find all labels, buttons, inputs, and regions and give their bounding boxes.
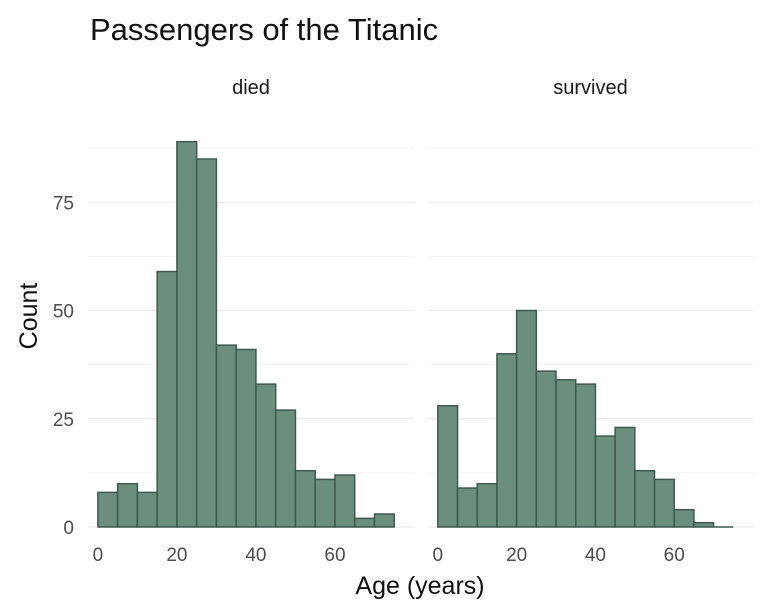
bar-died-70 <box>373 513 395 528</box>
y-tick-label: 0 <box>63 518 74 539</box>
x-axis-label: Age (years) <box>355 572 484 600</box>
facet-label-survived: survived <box>553 77 627 99</box>
y-tick-label: 25 <box>53 410 74 431</box>
x-tick-label: 60 <box>664 545 685 566</box>
bar-survived-5 <box>456 487 478 528</box>
x-tick-label: 40 <box>585 545 606 566</box>
x-tick-label: 20 <box>506 545 527 566</box>
bar-died-35 <box>235 348 257 528</box>
bar-survived-55 <box>653 478 675 528</box>
bar-survived-15 <box>496 353 518 528</box>
bar-survived-45 <box>614 426 636 528</box>
bar-died-65 <box>353 517 376 528</box>
y-tick-label: 75 <box>53 193 74 214</box>
x-tick-label: 0 <box>433 545 444 566</box>
bar-survived-35 <box>574 383 597 528</box>
bar-died-10 <box>136 491 158 528</box>
x-tick-label: 40 <box>245 545 266 566</box>
chart-title: Passengers of the Titanic <box>90 12 438 47</box>
bar-survived-40 <box>594 435 616 528</box>
bar-died-25 <box>195 158 218 528</box>
bar-survived-20 <box>515 309 538 528</box>
bar-died-55 <box>314 478 336 528</box>
bar-survived-60 <box>673 508 695 528</box>
bar-died-0 <box>97 491 119 528</box>
bar-died-30 <box>215 344 237 528</box>
facet-panels: died survived <box>88 77 753 528</box>
panel-died: died <box>88 77 414 528</box>
x-tick-label: 60 <box>324 545 345 566</box>
bar-died-20 <box>176 140 198 528</box>
bar-survived-50 <box>634 469 656 528</box>
x-tick-label: 0 <box>93 545 104 566</box>
x-tick-label: 20 <box>166 545 187 566</box>
bar-survived-65 <box>693 521 715 528</box>
bar-survived-0 <box>437 405 459 528</box>
x-axis: 0 20 40 60 0 20 40 60 <box>93 545 685 566</box>
bar-died-60 <box>334 474 356 528</box>
y-axis-label: Count <box>15 283 43 350</box>
bar-survived-10 <box>476 482 498 528</box>
bar-survived-30 <box>555 379 577 528</box>
y-tick-label: 50 <box>53 302 74 323</box>
bar-survived-25 <box>535 370 557 528</box>
bar-died-50 <box>294 469 316 528</box>
facet-label-died: died <box>232 77 270 99</box>
panel-survived: survived <box>428 77 753 528</box>
bar-died-5 <box>116 482 139 528</box>
bar-died-45 <box>274 409 297 528</box>
bar-died-15 <box>156 270 178 528</box>
y-axis: 0 25 50 75 <box>53 193 74 539</box>
bar-died-40 <box>255 383 277 528</box>
